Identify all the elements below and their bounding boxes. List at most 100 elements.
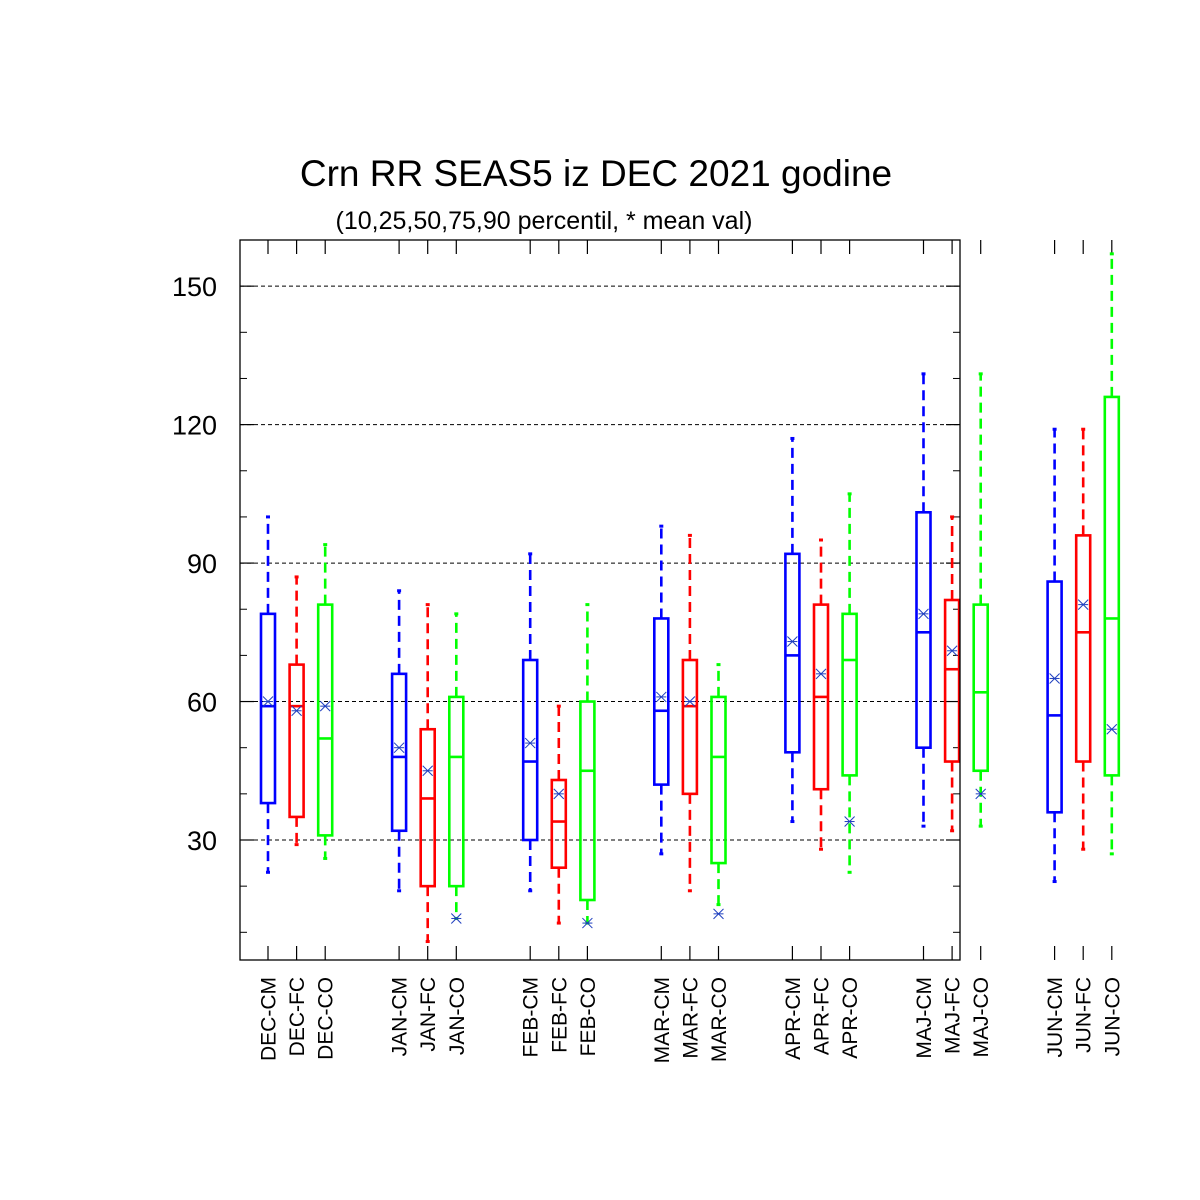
box-apr-fc	[812, 538, 830, 851]
xtick-label: MAJ-FC	[942, 977, 965, 1054]
mean-marker	[713, 908, 724, 920]
ytick-label: 150	[172, 272, 217, 302]
xtick-label: JAN-CO	[446, 977, 469, 1055]
mean-marker-d2	[815, 668, 827, 680]
mean-marker	[844, 816, 855, 827]
box-feb-co	[579, 603, 596, 929]
mean-marker	[319, 700, 331, 712]
mean-marker-d2	[975, 788, 987, 800]
iqr-box	[915, 511, 932, 749]
chart-title: Crn RR SEAS5 iz DEC 2021 godine	[300, 153, 892, 194]
mean-marker-d2	[262, 696, 274, 707]
mean-marker-d2	[1049, 673, 1060, 684]
iqr-box	[1046, 580, 1063, 814]
xtick-label: JUN-CM	[1044, 977, 1067, 1057]
mean-marker	[1049, 673, 1060, 684]
grid-layer	[240, 285, 960, 841]
mean-marker	[655, 691, 667, 703]
mean-marker	[553, 788, 565, 800]
box-mar-fc	[681, 533, 699, 893]
box-jun-fc	[1074, 427, 1092, 851]
box-feb-fc	[550, 704, 568, 925]
xtick-label: MAJ-CO	[970, 977, 993, 1058]
ytick-label: 90	[187, 549, 217, 579]
mean-marker	[524, 737, 536, 749]
box-dec-fc	[288, 575, 305, 847]
box-mar-co	[710, 663, 727, 920]
box-dec-co	[316, 543, 334, 860]
xtick-label: MAR-FC	[679, 977, 702, 1059]
mean-marker-d2	[582, 917, 593, 929]
box-layer	[259, 252, 1121, 944]
ytick-label: 120	[172, 411, 217, 441]
xtick-label: JAN-CM	[389, 977, 412, 1056]
mean-marker	[815, 668, 827, 680]
xtick-label: JUN-FC	[1073, 977, 1096, 1053]
mean-marker-d2	[1077, 599, 1089, 610]
xtick-label: DEC-CO	[315, 977, 338, 1060]
xtick-label: JAN-FC	[417, 977, 440, 1052]
xtick-label: JUN-CO	[1101, 977, 1124, 1056]
mean-marker-d2	[291, 705, 302, 717]
iqr-box	[447, 695, 465, 888]
iqr-box	[579, 700, 596, 902]
iqr-box	[390, 672, 408, 833]
iqr-box	[841, 612, 858, 777]
mean-marker	[975, 788, 987, 800]
iqr-box	[1074, 534, 1092, 763]
iqr-box	[652, 617, 670, 786]
mean-marker	[450, 913, 462, 924]
mean-marker-d2	[1106, 723, 1118, 735]
box-maj-cm	[915, 372, 932, 828]
mean-marker-d2	[393, 742, 405, 754]
xtick-label: MAR-CM	[651, 977, 674, 1063]
mean-marker-d2	[918, 608, 929, 620]
iqr-box	[710, 695, 727, 865]
mean-marker-d2	[787, 636, 798, 647]
mean-marker	[787, 636, 798, 647]
box-apr-cm	[784, 436, 801, 824]
box-maj-fc	[943, 515, 961, 833]
xtick-label: DEC-FC	[286, 977, 309, 1056]
mean-marker	[422, 765, 434, 777]
mean-marker-d2	[946, 645, 958, 657]
iqr-box	[419, 727, 437, 888]
iqr-box	[288, 663, 305, 819]
xtick-label: MAJ-CM	[913, 977, 936, 1059]
box-feb-cm	[521, 552, 539, 893]
mean-marker-d2	[684, 696, 696, 707]
ytick-label: 30	[187, 826, 217, 856]
mean-marker	[582, 917, 593, 929]
iqr-box	[784, 552, 801, 754]
box-jan-co	[447, 612, 465, 924]
xtick-label: APR-CO	[839, 977, 862, 1059]
mean-marker	[1106, 723, 1118, 735]
iqr-box	[972, 603, 990, 773]
iqr-box	[550, 778, 568, 869]
mean-marker	[684, 696, 696, 707]
plot-frame	[239, 239, 961, 961]
xtick-label: FEB-CO	[577, 977, 600, 1056]
mean-marker-d2	[450, 913, 462, 924]
xtick-label: FEB-CM	[520, 977, 543, 1058]
box-apr-co	[841, 492, 858, 874]
mean-marker-d2	[655, 691, 667, 703]
mean-marker	[262, 696, 274, 707]
mean-marker-d2	[319, 700, 331, 712]
iqr-box	[1103, 395, 1121, 777]
ytick-label: 60	[187, 688, 217, 718]
mean-marker-d2	[422, 765, 434, 777]
box-jan-fc	[419, 603, 437, 944]
box-maj-co	[972, 372, 990, 828]
mean-marker-d2	[713, 908, 724, 920]
box-jun-co	[1103, 252, 1121, 856]
xtick-label: APR-FC	[811, 977, 834, 1055]
mean-marker	[918, 608, 929, 620]
box-jan-cm	[390, 589, 408, 893]
mean-marker-d2	[553, 788, 565, 800]
box-jun-cm	[1046, 427, 1063, 884]
mean-marker	[291, 705, 302, 717]
mean-marker	[1077, 599, 1089, 610]
